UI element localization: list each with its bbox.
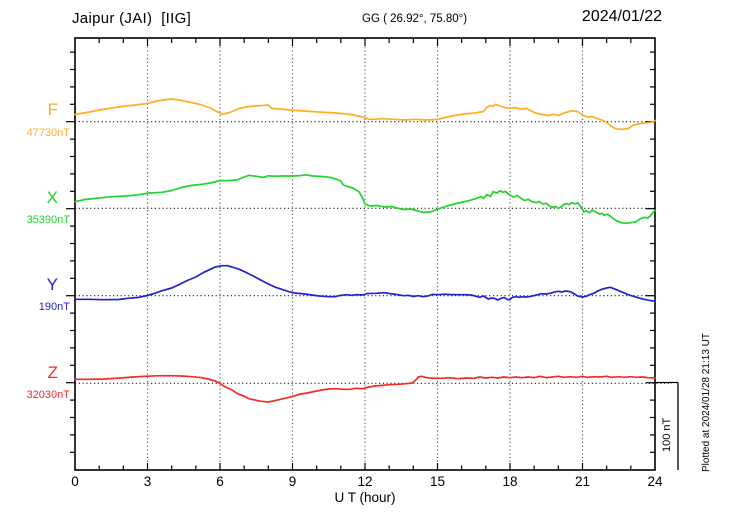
series-label-X: X: [46, 188, 58, 207]
series-base-Z: 32030nT: [26, 389, 70, 401]
series-base-Y: 190nT: [38, 301, 70, 313]
x-tick-label: 6: [216, 474, 224, 489]
series-base-F: 47730nT: [26, 127, 70, 139]
series-label-Y: Y: [46, 275, 58, 294]
trace-Z: [74, 374, 656, 403]
x-tick-label: 12: [357, 474, 373, 489]
x-axis-label: U T (hour): [334, 490, 396, 505]
series-label-F: F: [47, 100, 58, 119]
station-title: Jaipur (JAI) [IIG]: [72, 10, 192, 27]
x-tick-label: 21: [574, 474, 591, 489]
series-base-X: 35390nT: [26, 214, 70, 226]
trace-Y: [74, 264, 656, 302]
trace-F: [74, 98, 656, 131]
x-tick-label: 18: [502, 474, 518, 489]
x-tick-label: 15: [429, 474, 446, 489]
x-tick-label: 9: [288, 474, 297, 489]
plotted-at-note: Plotted at 2024/01/28 21:13 UT: [701, 333, 712, 472]
plot-frame: [74, 37, 656, 471]
plot-date: 2024/01/22: [581, 8, 662, 25]
scale-bar-label: 100 nT: [661, 417, 673, 452]
x-tick-label: 0: [71, 474, 79, 489]
geographic-coords: GG ( 26.92°, 75.80°): [362, 13, 468, 25]
series-label-Z: Z: [47, 363, 58, 382]
x-tick-label: 3: [143, 474, 152, 489]
x-tick-label: 24: [647, 474, 663, 489]
trace-X: [74, 173, 656, 225]
